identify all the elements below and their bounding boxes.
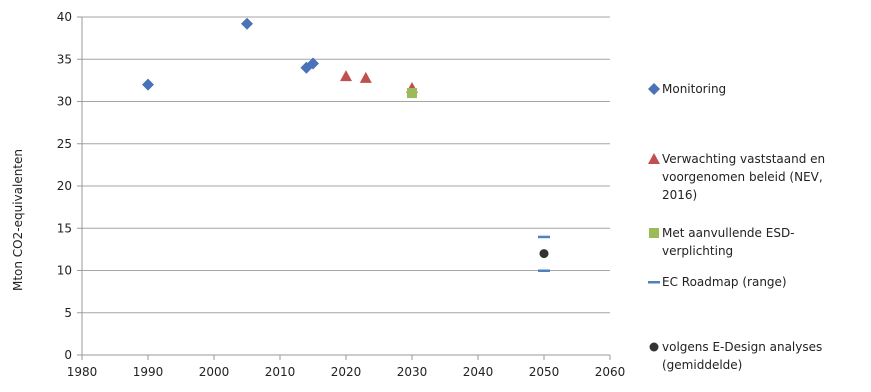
data-point-s0-p1	[241, 17, 253, 30]
data-point-s3-p1	[538, 269, 550, 272]
legend-label: Met aanvullende ESD- verplichting	[662, 226, 795, 258]
data-point-s0-p0	[142, 78, 154, 91]
x-tick-label: 2040	[463, 365, 494, 379]
x-tick-label: 2020	[331, 365, 362, 379]
x-tick-labels: 1980 1990 2000 2010 2020 2030 2040 2050 2060	[67, 355, 626, 379]
legend-label: volgens E-Design analyses (gemiddelde)	[662, 340, 823, 372]
data-point-s0-p3	[307, 57, 319, 70]
y-tick-label: 20	[57, 179, 72, 193]
y-tick-label: 40	[57, 10, 72, 24]
y-tick-label: 0	[64, 348, 72, 362]
legend-label: EC Roadmap (range)	[662, 275, 787, 289]
legend: Monitoring Verwachting vaststaand en voor…	[648, 0, 871, 392]
legend-label: Verwachting vaststaand en voorgenomen be…	[662, 152, 826, 202]
x-tick-label: 2060	[595, 365, 626, 379]
legend-label: Monitoring	[662, 82, 727, 96]
legend-marker-icon	[648, 338, 662, 356]
legend-marker-shape	[649, 228, 659, 238]
legend-item-4: volgens E-Design analyses (gemiddelde)	[648, 338, 868, 374]
legend-marker-icon	[648, 224, 662, 242]
legend-item-3: EC Roadmap (range)	[648, 273, 868, 291]
x-tick-label: 1980	[67, 365, 98, 379]
chart-plot: 0 5 10 15 20 25 30 35 40 1980 1990 2000 2010 2020 203…	[11, 10, 626, 379]
data-point-s3-p0	[538, 235, 550, 239]
x-tick-label: 2010	[265, 365, 296, 379]
y-tick-label: 5	[64, 306, 72, 320]
legend-marker-shape	[648, 83, 660, 95]
data-point-s4-p0	[539, 249, 549, 259]
x-tick-label: 2030	[397, 365, 428, 379]
y-tick-label: 25	[57, 137, 72, 151]
legend-item-2: Met aanvullende ESD- verplichting	[648, 224, 868, 260]
data-point-s1-p1	[359, 71, 372, 83]
data-point-s1-p0	[340, 70, 352, 82]
legend-marker-icon	[648, 80, 662, 98]
y-tick-label: 15	[57, 221, 72, 235]
legend-marker-icon	[648, 273, 662, 291]
grid-lines	[82, 16, 610, 314]
data-points	[142, 17, 550, 272]
legend-item-1: Verwachting vaststaand en voorgenomen be…	[648, 150, 868, 204]
y-tick-labels: 0 5 10 15 20 25 30 35 40	[57, 10, 82, 362]
data-point-s2-p0	[407, 88, 417, 99]
data-point-s0-p2	[300, 61, 313, 74]
x-tick-label: 2050	[529, 365, 560, 379]
legend-marker-icon	[648, 150, 662, 168]
legend-item-0: Monitoring	[648, 80, 868, 98]
legend-marker-shape	[649, 342, 659, 352]
y-tick-label: 30	[57, 95, 72, 109]
y-tick-label: 10	[57, 264, 72, 278]
y-tick-label: 35	[57, 52, 72, 66]
legend-marker-shape	[648, 281, 660, 284]
x-tick-label: 1990	[133, 365, 164, 379]
legend-marker-shape	[648, 153, 660, 164]
x-tick-label: 2000	[199, 365, 230, 379]
y-axis-label: Mton CO2-equivalenten	[11, 149, 25, 291]
